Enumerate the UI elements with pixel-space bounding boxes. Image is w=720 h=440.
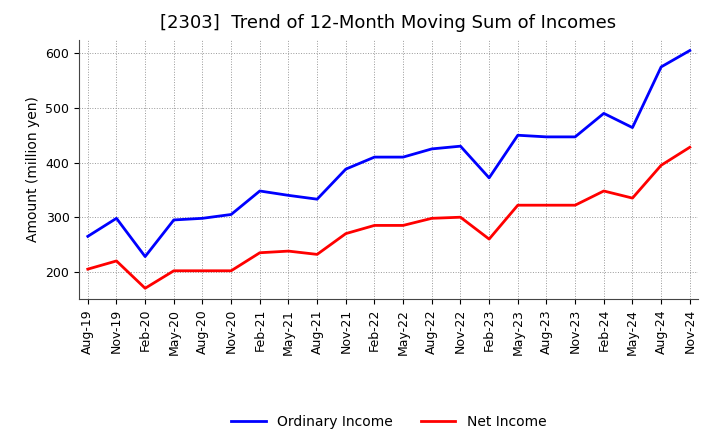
- Net Income: [341, 231, 350, 236]
- Net Income: [370, 223, 379, 228]
- Net Income: [600, 188, 608, 194]
- Net Income: [141, 286, 150, 291]
- Net Income: [428, 216, 436, 221]
- Ordinary Income: [542, 134, 551, 139]
- Net Income: [169, 268, 178, 273]
- Net Income: [485, 236, 493, 242]
- Ordinary Income: [141, 254, 150, 259]
- Line: Ordinary Income: Ordinary Income: [88, 51, 690, 257]
- Net Income: [571, 202, 580, 208]
- Ordinary Income: [513, 132, 522, 138]
- Legend: Ordinary Income, Net Income: Ordinary Income, Net Income: [231, 415, 546, 429]
- Net Income: [399, 223, 408, 228]
- Net Income: [284, 249, 293, 254]
- Ordinary Income: [456, 143, 465, 149]
- Ordinary Income: [370, 154, 379, 160]
- Net Income: [685, 145, 694, 150]
- Ordinary Income: [399, 154, 408, 160]
- Ordinary Income: [628, 125, 636, 130]
- Ordinary Income: [227, 212, 235, 217]
- Ordinary Income: [256, 188, 264, 194]
- Ordinary Income: [571, 134, 580, 139]
- Ordinary Income: [284, 193, 293, 198]
- Net Income: [256, 250, 264, 255]
- Net Income: [456, 215, 465, 220]
- Ordinary Income: [485, 175, 493, 180]
- Net Income: [227, 268, 235, 273]
- Ordinary Income: [112, 216, 121, 221]
- Ordinary Income: [600, 111, 608, 116]
- Line: Net Income: Net Income: [88, 147, 690, 288]
- Net Income: [542, 202, 551, 208]
- Ordinary Income: [312, 197, 321, 202]
- Net Income: [84, 267, 92, 272]
- Net Income: [513, 202, 522, 208]
- Ordinary Income: [198, 216, 207, 221]
- Ordinary Income: [428, 146, 436, 151]
- Net Income: [657, 163, 665, 168]
- Net Income: [312, 252, 321, 257]
- Ordinary Income: [341, 166, 350, 172]
- Text: [2303]  Trend of 12-Month Moving Sum of Incomes: [2303] Trend of 12-Month Moving Sum of I…: [160, 15, 616, 33]
- Ordinary Income: [169, 217, 178, 223]
- Net Income: [628, 195, 636, 201]
- Ordinary Income: [84, 234, 92, 239]
- Ordinary Income: [685, 48, 694, 53]
- Net Income: [198, 268, 207, 273]
- Net Income: [112, 258, 121, 264]
- Y-axis label: Amount (million yen): Amount (million yen): [26, 96, 40, 242]
- Ordinary Income: [657, 64, 665, 70]
